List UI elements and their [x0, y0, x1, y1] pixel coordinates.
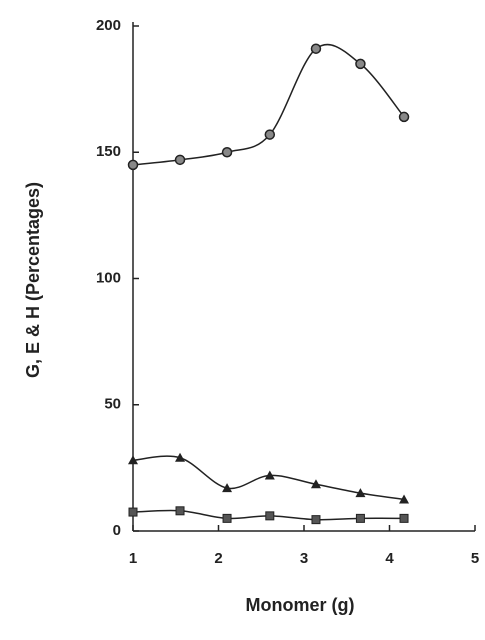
point [310, 43, 322, 54]
point [128, 455, 138, 465]
point [221, 147, 233, 158]
point [175, 506, 185, 516]
point [264, 129, 276, 140]
y-axis-label: G, E & H (Percentages) [23, 182, 43, 378]
y-tick-label: 150 [96, 143, 121, 160]
x-axis-label: Monomer (g) [246, 595, 355, 615]
point [310, 479, 321, 489]
point [399, 513, 409, 523]
y-tick-label: 100 [96, 269, 121, 286]
point [175, 452, 186, 462]
x-tick-label: 3 [300, 550, 308, 567]
x-tick-label: 5 [471, 550, 479, 567]
point [265, 511, 275, 521]
point [127, 159, 139, 171]
point [399, 494, 410, 504]
x-tick-label: 1 [129, 550, 137, 567]
point [222, 513, 232, 523]
point [311, 515, 321, 525]
point [355, 488, 366, 498]
x-tick-label: 2 [214, 550, 222, 567]
point [398, 111, 410, 123]
point [355, 58, 366, 70]
y-tick-label: 0 [113, 522, 121, 539]
point [222, 483, 233, 493]
point [264, 470, 275, 480]
point [128, 507, 138, 517]
y-tick-label: 50 [104, 396, 121, 413]
x-tick-label: 4 [385, 550, 394, 567]
point [355, 513, 365, 523]
y-tick-label: 200 [96, 17, 121, 34]
point [174, 154, 186, 166]
